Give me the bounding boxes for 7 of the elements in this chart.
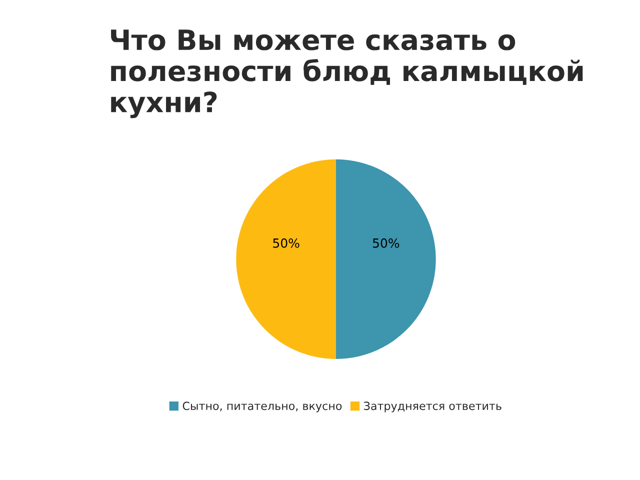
legend-label: Сытно, питательно, вкусно <box>182 402 342 412</box>
chart-title: Что Вы можете сказать о полезности блюд калмыцкой кухни? <box>111 30 583 118</box>
pie-slice <box>236 159 336 360</box>
data-label: 50% <box>372 238 400 248</box>
data-label: 50% <box>273 238 300 248</box>
legend-label: Затрудняется ответить <box>364 402 502 412</box>
pie-slice <box>336 159 436 360</box>
